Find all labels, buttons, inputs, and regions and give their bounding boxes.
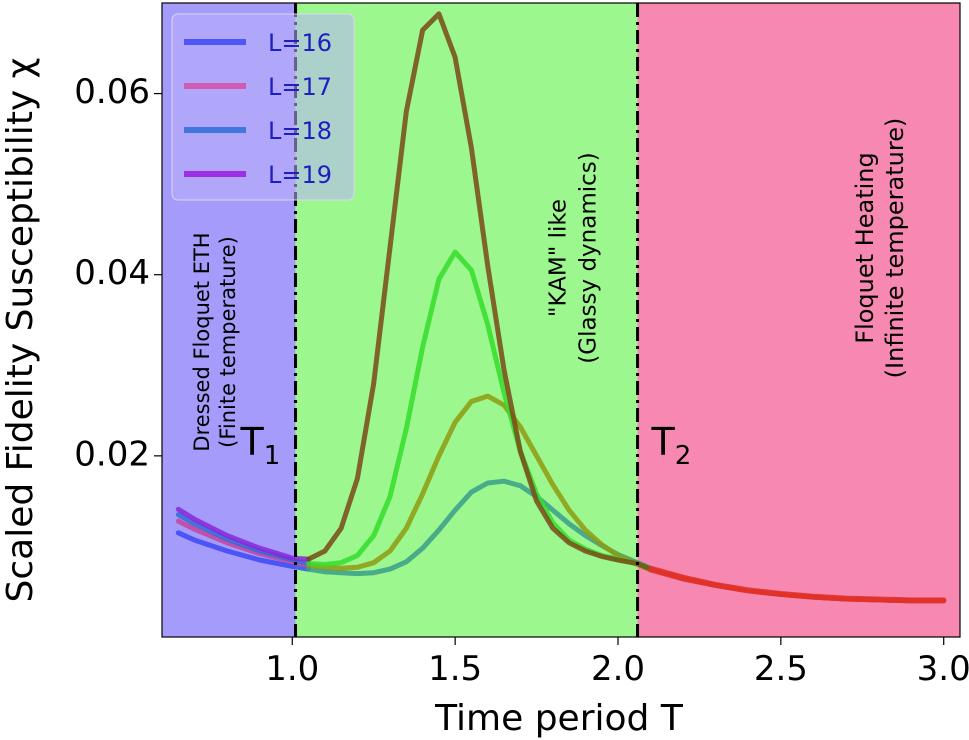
threshold-2-label: T2 (651, 420, 692, 471)
threshold-lines: T1 T2 (240, 3, 692, 637)
x-tick-label-3: 2.0 (591, 649, 645, 689)
series-4-line (175, 11, 947, 604)
x-axis-title: Time period T (434, 698, 684, 739)
series-1-segment-1 (175, 530, 312, 572)
legend: L=16 L=17 L=18 L=19 (171, 13, 355, 201)
region-1-label-line-2: (Finite temperature) (216, 236, 240, 448)
series-4-segment-3 (648, 566, 947, 604)
y-tick-label-2: 0.04 (74, 253, 150, 293)
series-4-segment-2 (306, 11, 654, 572)
legend-label-3: L=18 (268, 117, 332, 145)
region-1-label-line-1: Dressed Floquet ETH (190, 232, 214, 451)
legend-label-4: L=19 (268, 161, 332, 189)
series-4-segment-1 (175, 506, 312, 562)
legend-box (171, 13, 355, 201)
phase-region-labels: Dressed Floquet ETH (Finite temperature) "… (190, 118, 909, 452)
threshold-1-label: T1 (240, 420, 281, 471)
region-2-label-line-2: (Glassy dynamics) (576, 152, 602, 363)
series-lines (175, 11, 947, 604)
x-tick-label-5: 3.0 (917, 649, 969, 689)
region-3-label-line-1: Floquet Heating (851, 152, 879, 343)
x-tick-label-1: 1.0 (265, 649, 319, 689)
region-2-label-line-1: "KAM" like (546, 199, 572, 317)
plot-frame (161, 2, 961, 638)
region-3-label-line-2: (Infinite temperature) (881, 118, 909, 379)
y-tick-label-1: 0.02 (74, 434, 150, 474)
series-2-segment-2 (306, 393, 654, 573)
legend-label-2: L=17 (268, 73, 332, 101)
x-tick-label-2: 1.5 (428, 649, 482, 689)
y-tick-label-3: 0.06 (74, 72, 150, 112)
x-tick-label-4: 2.5 (754, 649, 808, 689)
region-3-band (637, 3, 960, 637)
legend-label-1: L=16 (268, 29, 332, 57)
y-axis-title: Scaled Fidelity Susceptibility χ (0, 58, 41, 603)
